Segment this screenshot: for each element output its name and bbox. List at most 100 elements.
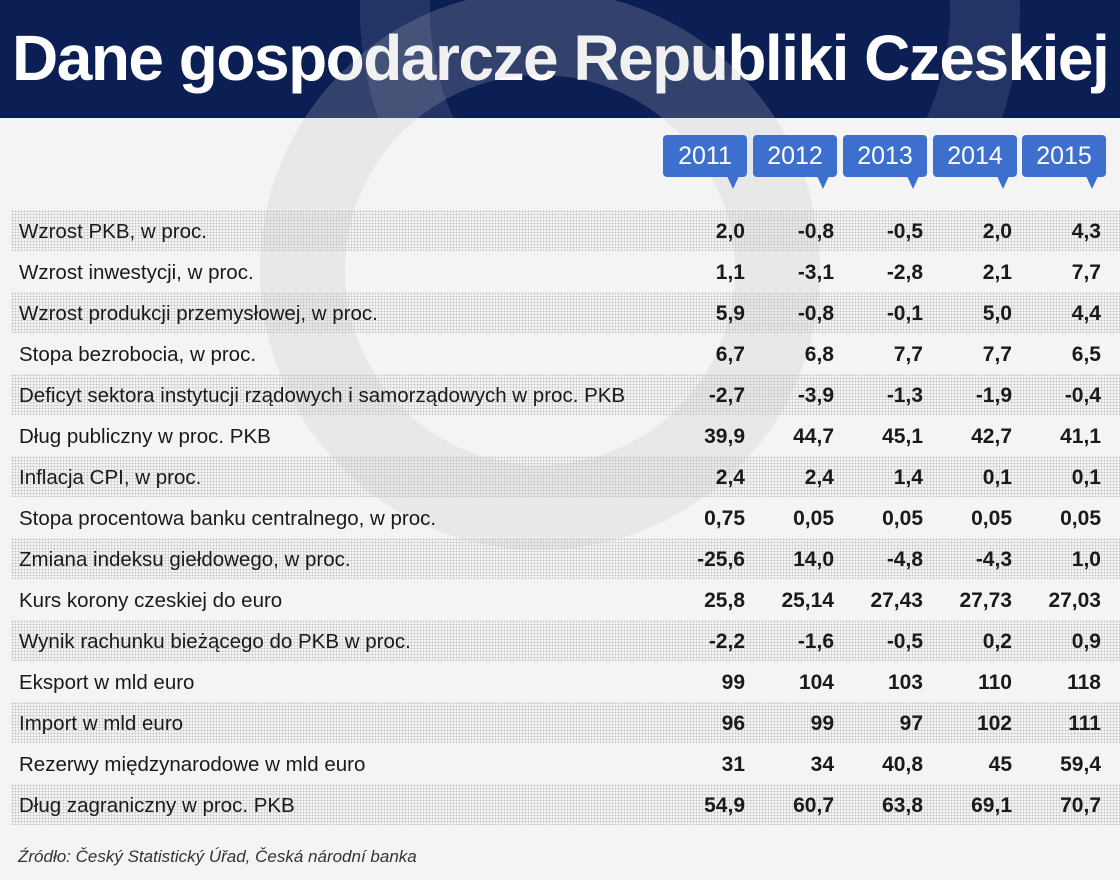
cell-value-2013: 1,4	[893, 466, 923, 489]
cell-value-2013: -4,8	[886, 548, 923, 571]
cell-value-2014: 5,0	[982, 302, 1012, 325]
cell-value-2012: -3,1	[797, 261, 834, 284]
row-label: Inflacja CPI, w proc.	[19, 466, 202, 489]
cell-value-2013: -0,5	[886, 630, 923, 653]
cell-value-2015: 4,3	[1071, 220, 1101, 243]
cell-value-2012: -0,8	[797, 302, 834, 325]
cell-value-2015: 7,7	[1071, 261, 1101, 284]
table-row: Wzrost inwestycji, w proc. 1,1 -3,1 -2,8 2,1…	[11, 251, 1120, 292]
cell-value-2012: 44,7	[793, 425, 834, 448]
cell-value-2013: 40,8	[882, 753, 923, 776]
cell-value-2014: 102	[976, 712, 1012, 735]
cell-value-2015: 59,4	[1060, 753, 1101, 776]
year-headers: 2011 2012 2013 2014 2015	[0, 135, 1120, 195]
table-row: Deficyt sektora instytucji rządowych i s…	[11, 374, 1120, 415]
row-label: Dług publiczny w proc. PKB	[19, 425, 271, 448]
row-label: Wzrost inwestycji, w proc.	[19, 261, 254, 284]
cell-value-2013: 0,05	[882, 507, 923, 530]
table-row: Dług zagraniczny w proc. PKB 54,9 60,7 63,8…	[11, 784, 1120, 825]
cell-value-2014: 27,73	[959, 589, 1012, 612]
cell-value-2014: 42,7	[971, 425, 1012, 448]
cell-value-2014: -4,3	[975, 548, 1012, 571]
cell-value-2013: -1,3	[886, 384, 923, 407]
cell-value-2012: 2,4	[804, 466, 834, 489]
cell-value-2012: -3,9	[797, 384, 834, 407]
cell-value-2012: 0,05	[793, 507, 834, 530]
row-label: Rezerwy międzynarodowe w mld euro	[19, 753, 366, 776]
cell-value-2012: 25,14	[781, 589, 834, 612]
cell-value-2015: 27,03	[1048, 589, 1101, 612]
row-label: Import w mld euro	[19, 712, 184, 735]
cell-value-2015: 6,5	[1071, 343, 1101, 366]
source-note: Źródło: Český Statistický Úřad, Česká ná…	[18, 847, 417, 866]
row-label: Deficyt sektora instytucji rządowych i s…	[19, 384, 626, 407]
cell-value-2014: 69,1	[971, 794, 1012, 817]
row-label: Dług zagraniczny w proc. PKB	[19, 794, 295, 817]
cell-value-2013: -2,8	[886, 261, 923, 284]
table-row: Zmiana indeksu giełdowego, w proc. -25,6 1…	[11, 538, 1120, 579]
row-label: Wynik rachunku bieżącego do PKB w proc.	[19, 630, 411, 653]
cell-value-2015: 70,7	[1060, 794, 1101, 817]
cell-value-2015: 118	[1067, 671, 1101, 694]
row-label: Stopa procentowa banku centralnego, w pr…	[19, 507, 437, 530]
cell-value-2014: -1,9	[975, 384, 1012, 407]
cell-value-2011: 1,1	[715, 261, 745, 284]
table-row: Inflacja CPI, w proc. 2,4 2,4 1,4 0,1 0,1	[11, 456, 1120, 497]
cell-value-2011: 25,8	[704, 589, 745, 612]
year-header-2013: 2013	[843, 135, 927, 189]
cell-value-2013: 63,8	[882, 794, 923, 817]
cell-value-2012: 99	[810, 712, 834, 735]
row-label: Zmiana indeksu giełdowego, w proc.	[19, 548, 351, 571]
cell-value-2011: 5,9	[715, 302, 745, 325]
year-header-2012: 2012	[753, 135, 837, 189]
year-header-2015: 2015	[1022, 135, 1106, 189]
table-row: Import w mld euro 96 99 97 102 111	[11, 702, 1120, 743]
cell-value-2012: 60,7	[793, 794, 834, 817]
table-row: Dług publiczny w proc. PKB 39,9 44,7 45,1 42…	[11, 415, 1120, 456]
row-label: Kurs korony czeskiej do euro	[19, 589, 283, 612]
cell-value-2011: 6,7	[715, 343, 745, 366]
cell-value-2011: 54,9	[704, 794, 745, 817]
table-row: Stopa procentowa banku centralnego, w pr…	[11, 497, 1120, 538]
table-row: Rezerwy międzynarodowe w mld euro 31 34 40,…	[11, 743, 1120, 784]
cell-value-2013: 103	[887, 671, 923, 694]
cell-value-2011: 99	[721, 671, 745, 694]
cell-value-2011: -2,7	[708, 384, 745, 407]
cell-value-2012: -1,6	[797, 630, 834, 653]
cell-value-2013: 97	[899, 712, 923, 735]
cell-value-2014: 0,1	[982, 466, 1012, 489]
data-table: Wzrost PKB, w proc. 2,0 -0,8 -0,5 2,0 4,3 Wzro…	[11, 210, 1120, 825]
table-row: Wzrost PKB, w proc. 2,0 -0,8 -0,5 2,0 4,3	[11, 210, 1120, 251]
cell-value-2014: 2,0	[982, 220, 1012, 243]
cell-value-2014: 110	[978, 671, 1012, 694]
cell-value-2011: 0,75	[704, 507, 745, 530]
cell-value-2014: 0,2	[982, 630, 1012, 653]
cell-value-2011: 39,9	[704, 425, 745, 448]
cell-value-2012: 104	[798, 671, 834, 694]
cell-value-2011: 31	[721, 753, 745, 776]
cell-value-2011: 2,0	[715, 220, 745, 243]
cell-value-2015: 111	[1068, 712, 1101, 735]
table-row: Eksport w mld euro 99 104 103 110 118	[11, 661, 1120, 702]
cell-value-2012: -0,8	[797, 220, 834, 243]
cell-value-2015: 41,1	[1060, 425, 1101, 448]
cell-value-2014: 45	[988, 753, 1012, 776]
cell-value-2011: -2,2	[708, 630, 745, 653]
table-row: Stopa bezrobocia, w proc. 6,7 6,8 7,7 7,7 6,5	[11, 333, 1120, 374]
cell-value-2012: 6,8	[804, 343, 834, 366]
row-label: Wzrost PKB, w proc.	[19, 220, 207, 243]
year-header-2011: 2011	[663, 135, 747, 189]
cell-value-2015: -0,4	[1064, 384, 1101, 407]
cell-value-2015: 0,9	[1071, 630, 1101, 653]
row-label: Wzrost produkcji przemysłowej, w proc.	[19, 302, 378, 325]
cell-value-2015: 1,0	[1071, 548, 1101, 571]
cell-value-2011: 96	[721, 712, 745, 735]
cell-value-2014: 0,05	[971, 507, 1012, 530]
table-row: Wynik rachunku bieżącego do PKB w proc. -…	[11, 620, 1120, 661]
table-row: Kurs korony czeskiej do euro 25,8 25,14 27,…	[11, 579, 1120, 620]
cell-value-2013: -0,1	[886, 302, 923, 325]
cell-value-2012: 14,0	[793, 548, 834, 571]
cell-value-2011: -25,6	[697, 548, 745, 571]
row-label: Stopa bezrobocia, w proc.	[19, 343, 257, 366]
row-label: Eksport w mld euro	[19, 671, 195, 694]
